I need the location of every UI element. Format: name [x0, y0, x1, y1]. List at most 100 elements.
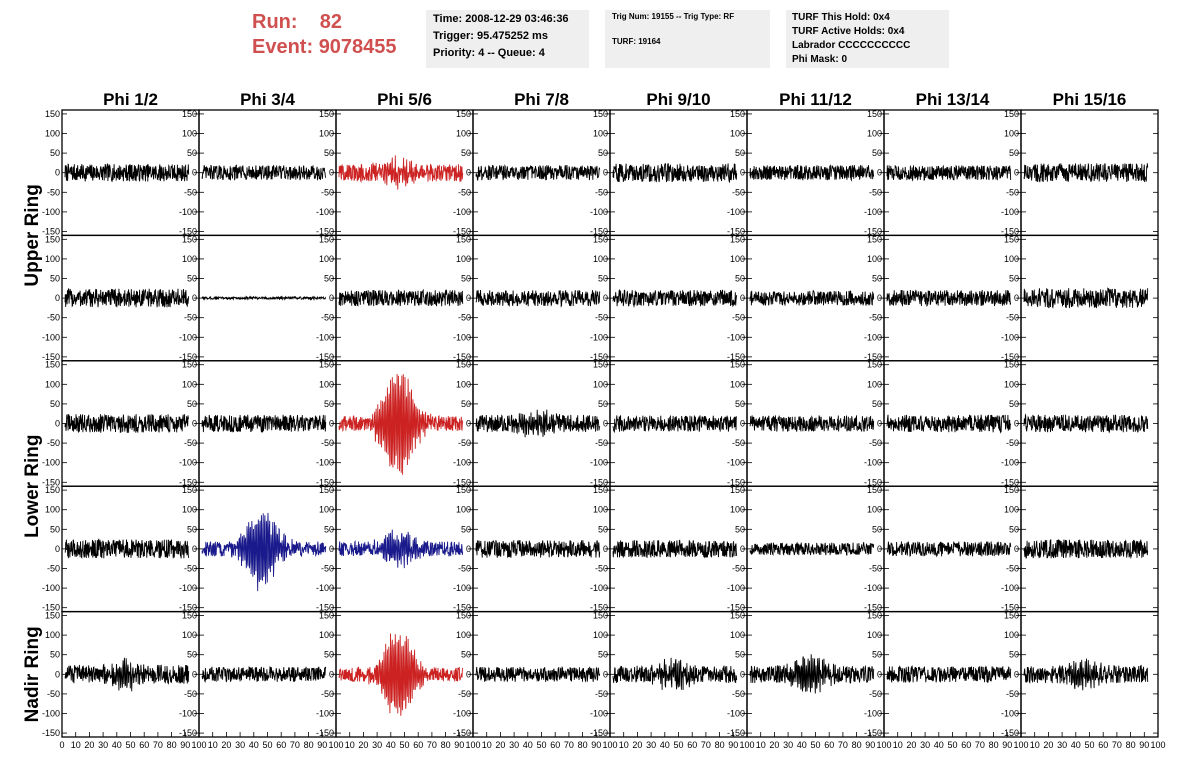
- x-tick-label: 70: [1112, 740, 1122, 750]
- y-tick-label: 50: [735, 148, 745, 158]
- y-tick-label: -100: [590, 708, 608, 718]
- y-tick-label: -150: [453, 603, 471, 613]
- y-tick-label: 0: [877, 168, 882, 178]
- y-tick-label: 100: [867, 129, 882, 139]
- waveform-line: [612, 289, 738, 308]
- y-tick-label: -150: [316, 352, 334, 362]
- waveform-line: [338, 155, 464, 190]
- y-tick-label: -150: [42, 477, 60, 487]
- x-tick-label: 100: [328, 740, 343, 750]
- y-tick-label: -50: [458, 313, 471, 323]
- y-tick-label: 50: [50, 274, 60, 284]
- x-tick-label: 80: [715, 740, 725, 750]
- y-tick-label: -50: [321, 689, 334, 699]
- waveform-line: [612, 657, 738, 691]
- waveform-line: [64, 538, 190, 559]
- y-tick-label: 150: [593, 360, 608, 370]
- y-tick-label: 100: [730, 129, 745, 139]
- y-tick-label: 50: [598, 650, 608, 660]
- waveform-line: [886, 665, 1012, 684]
- x-tick-label: 40: [934, 740, 944, 750]
- y-tick-label: 50: [461, 650, 471, 660]
- y-tick-label: -50: [458, 563, 471, 573]
- y-tick-label: 100: [730, 379, 745, 389]
- y-tick-label: -50: [47, 313, 60, 323]
- y-tick-label: -100: [179, 332, 197, 342]
- x-tick-label: 60: [413, 740, 423, 750]
- x-tick-label: 20: [495, 740, 505, 750]
- y-tick-label: -50: [595, 689, 608, 699]
- x-tick-label: 60: [824, 740, 834, 750]
- y-tick-label: -50: [1006, 563, 1019, 573]
- y-tick-label: 50: [1009, 274, 1019, 284]
- y-tick-label: 0: [55, 293, 60, 303]
- y-tick-label: 150: [456, 109, 471, 119]
- y-tick-label: 50: [461, 524, 471, 534]
- y-tick-label: 100: [45, 630, 60, 640]
- y-tick-label: 100: [593, 379, 608, 389]
- y-tick-label: -50: [595, 187, 608, 197]
- x-tick-label: 50: [673, 740, 683, 750]
- y-tick-label: -100: [42, 207, 60, 217]
- y-tick-label: -150: [453, 728, 471, 738]
- y-tick-label: -150: [590, 352, 608, 362]
- y-tick-label: 150: [319, 611, 334, 621]
- y-tick-label: -50: [732, 313, 745, 323]
- y-tick-label: 0: [329, 293, 334, 303]
- y-tick-label: 100: [319, 129, 334, 139]
- y-tick-label: 50: [1009, 148, 1019, 158]
- y-tick-label: 0: [603, 293, 608, 303]
- y-tick-label: 150: [730, 360, 745, 370]
- y-tick-label: -150: [42, 603, 60, 613]
- y-tick-label: -50: [321, 438, 334, 448]
- y-tick-label: 50: [735, 274, 745, 284]
- x-tick-label: 10: [893, 740, 903, 750]
- y-tick-label: -100: [864, 458, 882, 468]
- y-tick-label: 150: [593, 109, 608, 119]
- x-tick-label: 30: [783, 740, 793, 750]
- x-tick-label: 20: [1043, 740, 1053, 750]
- y-tick-label: -100: [316, 332, 334, 342]
- y-tick-label: 100: [319, 630, 334, 640]
- y-tick-label: 0: [1014, 419, 1019, 429]
- y-tick-label: 150: [1004, 360, 1019, 370]
- y-tick-label: -150: [727, 728, 745, 738]
- x-tick-label: 50: [399, 740, 409, 750]
- x-tick-label: 50: [536, 740, 546, 750]
- y-tick-label: -150: [727, 226, 745, 236]
- y-tick-label: 100: [1004, 254, 1019, 264]
- y-tick-label: -150: [727, 603, 745, 613]
- row-group-title: Lower Ring: [22, 434, 43, 537]
- y-tick-label: 50: [1009, 524, 1019, 534]
- y-tick-label: -100: [590, 332, 608, 342]
- y-tick-label: 0: [192, 669, 197, 679]
- x-tick-label: 30: [646, 740, 656, 750]
- y-tick-label: 50: [598, 148, 608, 158]
- y-tick-label: -50: [1006, 313, 1019, 323]
- waveform-line: [612, 162, 738, 184]
- turf-text: TURF: 19164: [612, 37, 661, 46]
- y-tick-label: 50: [187, 148, 197, 158]
- y-tick-label: 0: [192, 419, 197, 429]
- y-tick-label: -100: [42, 332, 60, 342]
- y-tick-label: -50: [47, 689, 60, 699]
- y-tick-label: 150: [730, 611, 745, 621]
- waveform-line: [1023, 287, 1149, 309]
- x-tick-label: 60: [961, 740, 971, 750]
- y-tick-label: 0: [55, 544, 60, 554]
- y-tick-label: 100: [593, 505, 608, 515]
- x-tick-label: 10: [619, 740, 629, 750]
- y-tick-label: -100: [864, 583, 882, 593]
- y-tick-label: -150: [1001, 603, 1019, 613]
- x-tick-label: 90: [591, 740, 601, 750]
- y-tick-label: -150: [864, 477, 882, 487]
- waveform-line: [886, 289, 1012, 307]
- y-tick-label: -50: [184, 563, 197, 573]
- y-tick-label: 50: [461, 399, 471, 409]
- y-tick-label: -50: [458, 438, 471, 448]
- y-tick-label: 100: [456, 129, 471, 139]
- y-tick-label: 0: [603, 168, 608, 178]
- y-tick-label: 150: [319, 234, 334, 244]
- y-tick-label: -100: [864, 207, 882, 217]
- waveform-line: [338, 633, 464, 716]
